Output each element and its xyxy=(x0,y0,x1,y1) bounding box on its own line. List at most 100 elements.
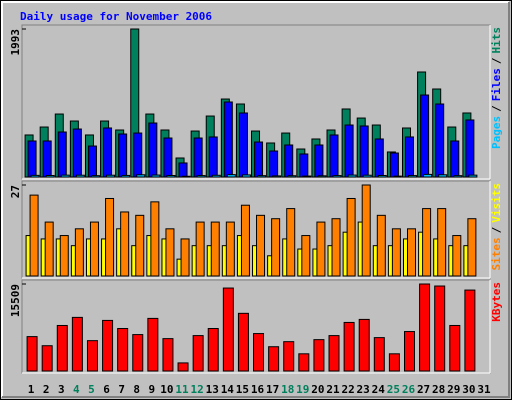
x-tick-label: 21 xyxy=(326,383,340,396)
bar xyxy=(423,173,433,178)
x-tick-label: 9 xyxy=(149,383,156,396)
x-tick-label: 3 xyxy=(58,383,65,396)
bar xyxy=(465,119,475,178)
bar xyxy=(225,221,235,277)
x-tick-label: 11 xyxy=(175,383,189,396)
bar xyxy=(254,141,264,178)
x-tick-label: 14 xyxy=(221,383,235,396)
bar xyxy=(222,287,234,372)
bar xyxy=(301,235,311,277)
bar xyxy=(420,94,430,178)
bar xyxy=(377,175,387,178)
bar xyxy=(407,175,417,178)
bar xyxy=(71,316,83,372)
bar xyxy=(223,101,233,178)
bar xyxy=(438,174,448,178)
bar xyxy=(253,333,265,372)
x-tick-label: 25 xyxy=(387,383,400,396)
x-tick-label: 30 xyxy=(462,383,475,396)
bar xyxy=(45,175,55,178)
bar xyxy=(103,127,113,178)
bar xyxy=(332,175,342,178)
bar xyxy=(195,221,205,277)
bar xyxy=(422,208,432,277)
chart-title: Daily usage for November 2006 xyxy=(20,10,212,23)
bar xyxy=(121,174,131,178)
bar xyxy=(166,175,176,178)
legend: Sites / Visits xyxy=(490,183,503,271)
bar xyxy=(346,197,356,277)
bar xyxy=(287,175,297,178)
bar xyxy=(374,138,384,178)
bar xyxy=(452,235,462,277)
x-tick-label: 4 xyxy=(73,383,80,396)
bar xyxy=(359,125,369,178)
x-tick-label: 17 xyxy=(266,383,279,396)
bar xyxy=(147,317,159,372)
legend-entry: Sites xyxy=(490,237,503,270)
bar xyxy=(75,174,85,178)
y-tick-label: 15509 xyxy=(9,284,22,317)
x-tick-label: 22 xyxy=(341,383,354,396)
x-tick-label: 19 xyxy=(296,383,309,396)
bar xyxy=(29,194,39,277)
bar xyxy=(238,112,248,178)
bar xyxy=(404,136,414,178)
bar xyxy=(132,334,144,372)
bar xyxy=(453,175,463,178)
x-tick-label: 7 xyxy=(118,383,125,396)
bar xyxy=(392,175,402,178)
bar xyxy=(105,197,115,277)
x-tick-label: 31 xyxy=(477,383,491,396)
bar xyxy=(207,328,219,372)
bar xyxy=(133,132,143,178)
bar xyxy=(329,134,339,178)
bar xyxy=(419,283,431,372)
bar xyxy=(347,174,357,178)
bar xyxy=(314,144,324,178)
bar xyxy=(271,218,281,277)
legend-separator: / xyxy=(490,226,503,233)
x-tick-label: 28 xyxy=(432,383,445,396)
bar xyxy=(313,339,325,372)
bar xyxy=(56,324,68,372)
x-tick-label: 24 xyxy=(372,383,386,396)
x-tick-label: 1 xyxy=(28,383,35,396)
bar xyxy=(106,174,116,178)
bar xyxy=(256,214,266,277)
bar xyxy=(272,175,282,178)
bar xyxy=(358,318,370,372)
bar xyxy=(299,153,309,178)
x-tick-label: 8 xyxy=(133,383,140,396)
bar xyxy=(193,137,203,178)
bar xyxy=(331,218,341,277)
bar xyxy=(192,335,204,372)
bar xyxy=(57,131,67,178)
bar xyxy=(89,221,99,277)
bar xyxy=(120,211,130,277)
legend-entry: KBytes xyxy=(490,282,503,322)
bar xyxy=(44,221,54,277)
bar xyxy=(86,340,98,372)
bar xyxy=(286,208,296,277)
bar xyxy=(437,208,447,277)
bar xyxy=(343,321,355,372)
bar xyxy=(117,328,129,372)
bar xyxy=(118,133,128,178)
bar xyxy=(406,228,416,277)
bar xyxy=(284,144,294,178)
bar xyxy=(328,335,340,372)
bar xyxy=(180,238,190,277)
bar xyxy=(135,214,145,277)
bar xyxy=(388,353,400,372)
bar xyxy=(87,145,97,178)
bar xyxy=(72,128,82,178)
legend-separator: / xyxy=(490,105,503,112)
bar xyxy=(60,174,70,178)
bar xyxy=(136,174,146,178)
bar xyxy=(361,184,371,277)
bar xyxy=(434,285,446,372)
x-tick-label: 20 xyxy=(311,383,324,396)
x-tick-label: 18 xyxy=(281,383,294,396)
bar xyxy=(376,214,386,277)
